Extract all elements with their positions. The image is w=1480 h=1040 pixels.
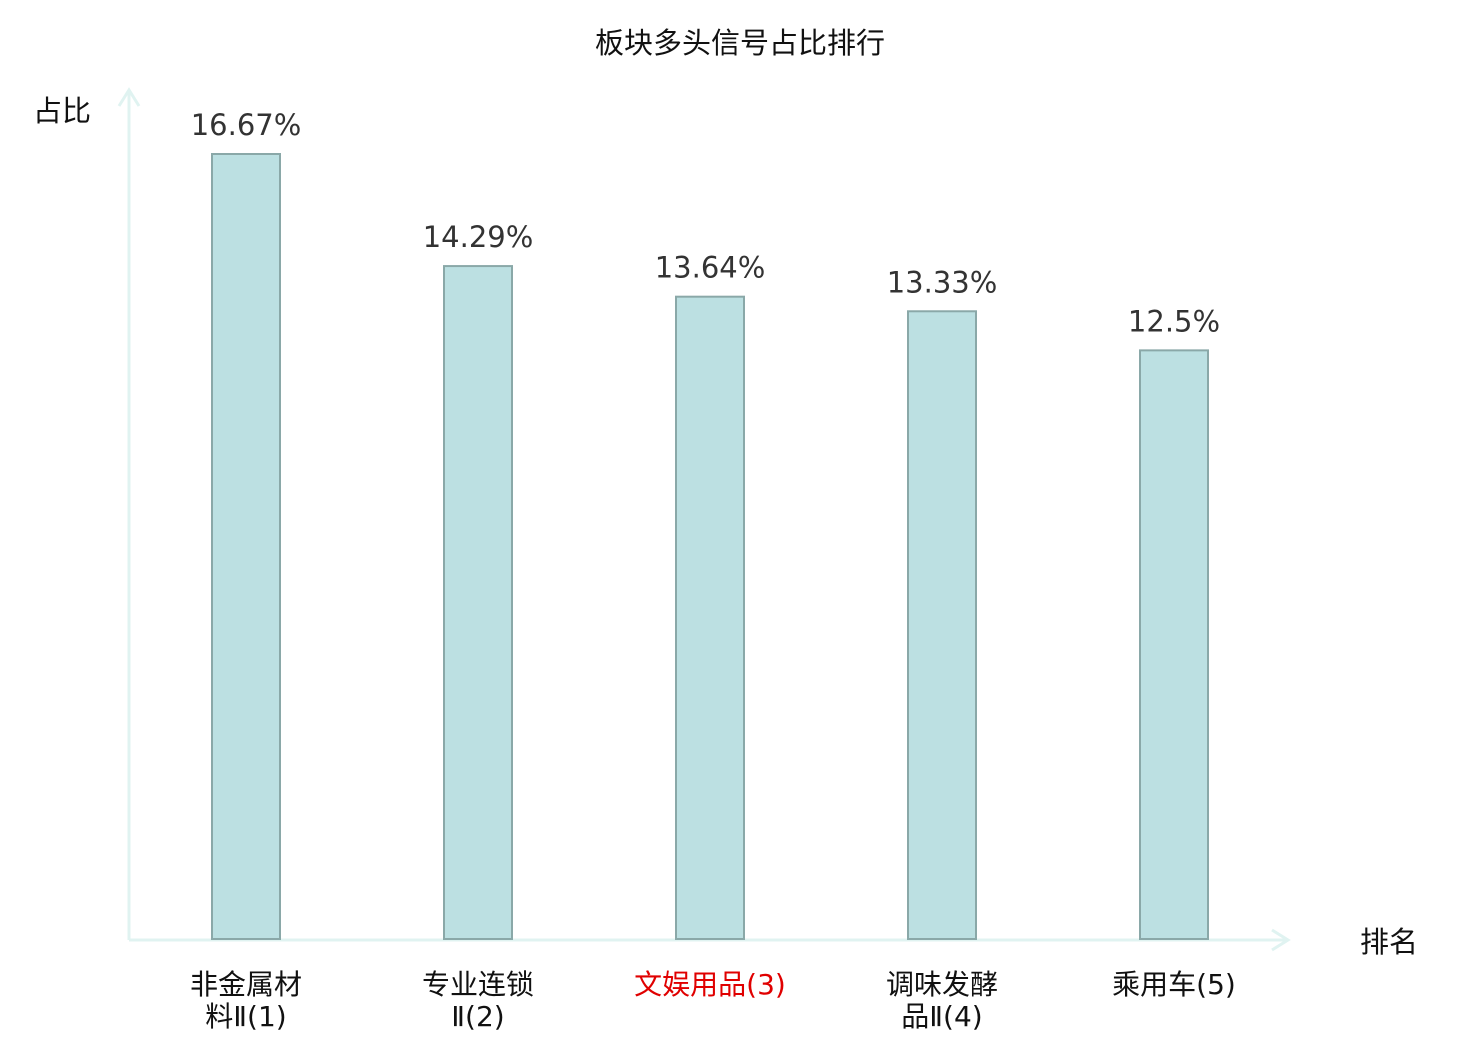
category-label-5: 乘用车(5) — [1112, 968, 1236, 1001]
category-label-2: 专业连锁 Ⅱ(2) — [422, 968, 534, 1033]
bar-5 — [1139, 349, 1209, 940]
category-label-1-line-2: 料Ⅱ(1) — [205, 1000, 286, 1033]
value-label-5: 12.5% — [1128, 304, 1220, 338]
category-label-2-line-1: 专业连锁 — [422, 968, 534, 1001]
value-labels-group: 16.67% 14.29% 13.64% 13.33% 12.5% — [191, 108, 1220, 338]
category-label-5-line-1: 乘用车(5) — [1112, 968, 1236, 1001]
y-axis — [117, 87, 141, 940]
chart-title: 板块多头信号占比排行 — [595, 26, 885, 60]
category-labels-group: 非金属材料Ⅱ(1) 专业连锁 Ⅱ(2) 文娱用品(3) 调味发酵品Ⅱ(4) 乘用车(5) — [190, 968, 1236, 1033]
bar-3 — [675, 295, 745, 940]
value-label-1: 16.67% — [191, 108, 302, 142]
category-label-1-line-1: 非金属材 — [190, 968, 302, 1001]
y-axis-arrow — [117, 87, 141, 107]
category-label-4: 调味发酵品Ⅱ(4) — [886, 968, 998, 1033]
bar-2 — [443, 265, 513, 941]
category-label-3: 文娱用品(3) — [634, 968, 786, 1001]
category-label-4-line-1: 调味发酵 — [886, 968, 998, 1001]
category-label-4-line-2: 品Ⅱ(4) — [901, 1000, 982, 1033]
bar-4 — [907, 310, 977, 940]
bars-group — [211, 153, 1209, 941]
x-axis-label: 排名 — [1360, 925, 1418, 959]
category-label-2-line-2: Ⅱ(2) — [451, 1000, 504, 1033]
bar-1 — [211, 153, 281, 940]
category-label-1: 非金属材料Ⅱ(1) — [190, 968, 302, 1033]
value-label-2: 14.29% — [423, 220, 534, 254]
value-label-4: 13.33% — [887, 265, 998, 299]
value-label-3: 13.64% — [655, 251, 766, 285]
x-axis-arrow — [1271, 928, 1291, 952]
y-axis-label: 占比 — [33, 94, 91, 128]
category-label-3-line-1: 文娱用品(3) — [634, 968, 786, 1001]
